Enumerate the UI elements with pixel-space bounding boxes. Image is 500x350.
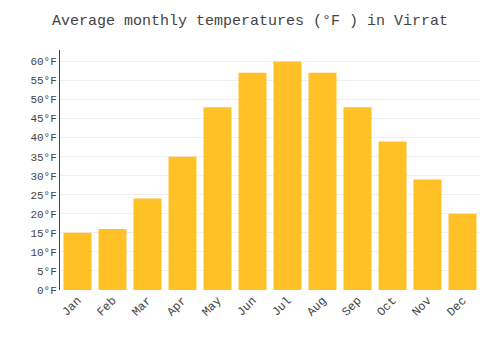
svg-text:Mar: Mar [129, 294, 154, 319]
svg-text:Jul: Jul [269, 294, 294, 319]
svg-text:40°F: 40°F [30, 132, 56, 144]
svg-text:25°F: 25°F [30, 190, 56, 202]
svg-text:Aug: Aug [304, 294, 329, 319]
svg-text:Average monthly temperatures (: Average monthly temperatures (°F ) in Vi… [52, 13, 448, 30]
svg-text:60°F: 60°F [30, 56, 56, 68]
svg-text:20°F: 20°F [30, 209, 56, 221]
svg-text:10°F: 10°F [30, 247, 56, 259]
svg-text:Sep: Sep [339, 294, 364, 319]
svg-text:15°F: 15°F [30, 228, 56, 240]
svg-text:45°F: 45°F [30, 113, 56, 125]
svg-text:Jun: Jun [234, 294, 259, 319]
svg-text:Jan: Jan [59, 294, 84, 319]
svg-text:35°F: 35°F [30, 152, 56, 164]
svg-text:May: May [199, 294, 224, 319]
svg-text:5°F: 5°F [37, 266, 57, 278]
svg-text:55°F: 55°F [30, 75, 56, 87]
svg-text:Dec: Dec [444, 294, 469, 319]
svg-text:Oct: Oct [374, 294, 399, 319]
svg-text:50°F: 50°F [30, 94, 56, 106]
svg-text:30°F: 30°F [30, 171, 56, 183]
svg-text:Nov: Nov [409, 294, 434, 319]
svg-text:Apr: Apr [164, 294, 189, 319]
svg-text:Feb: Feb [94, 294, 119, 319]
svg-text:0°F: 0°F [37, 285, 57, 297]
